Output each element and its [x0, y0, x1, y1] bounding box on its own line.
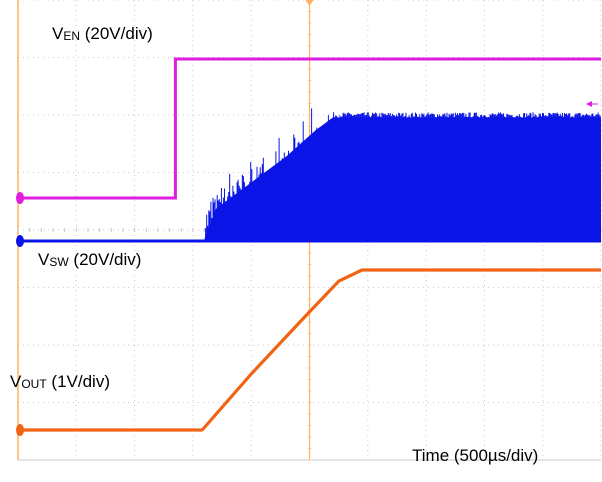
vsw-label: VSW (20V/div) — [38, 250, 141, 270]
ven-ground-marker — [16, 192, 24, 204]
vout-ground-marker — [16, 424, 24, 436]
vout-label-sub: OUT — [21, 377, 47, 391]
vout-label-rest: (1V/div) — [46, 372, 110, 391]
vsw-label-main: V — [38, 250, 50, 269]
vsw-ground-marker — [16, 235, 24, 247]
vout-label: VOUT (1V/div) — [10, 372, 110, 392]
ven-label-rest: (20V/div) — [80, 24, 153, 43]
trigger-position-marker — [305, 0, 314, 6]
ven-trace — [18, 57, 601, 200]
traces — [18, 57, 601, 432]
vsw-label-sub: SW — [49, 255, 69, 269]
x-axis-label: Time (500µs/div) — [412, 446, 539, 465]
ven-label: VEN (20V/div) — [52, 24, 153, 44]
vsw-switching-spikes — [204, 108, 601, 241]
vout-label-main: V — [10, 372, 22, 391]
vsw-label-rest: (20V/div) — [68, 250, 142, 269]
trigger-level-marker — [586, 101, 592, 107]
ven-label-sub: EN — [63, 29, 81, 43]
vout-trace — [18, 268, 601, 432]
ven-label-main: V — [52, 24, 64, 43]
channel-markers — [16, 0, 598, 436]
